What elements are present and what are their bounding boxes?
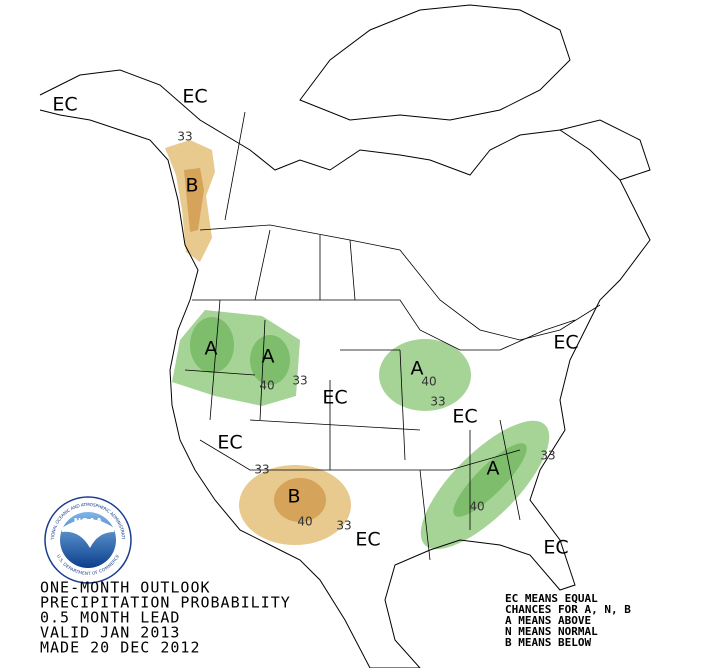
logo-bird xyxy=(62,519,114,548)
contour-label: 40 xyxy=(259,379,274,393)
legend-line: EC MEANS EQUAL xyxy=(505,592,598,605)
coastline xyxy=(559,119,651,181)
legend-line: A MEANS ABOVE xyxy=(505,614,591,627)
border xyxy=(192,229,576,351)
legend-line: CHANCES FOR A, N, B xyxy=(505,603,631,616)
shading xyxy=(165,140,550,550)
region-label: EC xyxy=(52,94,77,116)
coastline xyxy=(39,69,651,668)
region-label: EC xyxy=(217,432,242,454)
contour-label: 40 xyxy=(469,500,484,514)
region-label: EC xyxy=(182,86,207,108)
above-core xyxy=(190,317,234,373)
below-core xyxy=(184,168,204,232)
contour-label: 40 xyxy=(421,375,436,389)
region-label: B xyxy=(185,175,198,197)
contour-label: 33 xyxy=(540,449,555,463)
contour-label: 33 xyxy=(177,130,192,144)
region-label: EC xyxy=(553,332,578,354)
title-line: MADE 20 DEC 2012 xyxy=(40,639,201,657)
legend-line: B MEANS BELOW xyxy=(505,636,591,649)
region-label: A xyxy=(205,338,218,360)
region-label: EC xyxy=(322,387,347,409)
logo-name: NOAA xyxy=(74,518,103,528)
region-label: EC xyxy=(452,406,477,428)
logo-ring-top: NATIONAL OCEANIC AND ATMOSPHERIC ADMINIS… xyxy=(0,0,126,541)
region-label: EC xyxy=(543,537,568,559)
map-labels: EC EC B A A EC A EC EC EC B EC A EC 33 40 33 40 33 33 40 33 33… xyxy=(52,86,578,559)
region-label: A xyxy=(411,358,424,380)
region-label: A xyxy=(487,458,500,480)
arctic-islands xyxy=(299,4,571,121)
title-line: VALID JAN 2013 xyxy=(40,624,180,642)
contour-label: 33 xyxy=(292,374,307,388)
geography xyxy=(39,4,651,668)
border xyxy=(184,299,521,561)
contour-label: 40 xyxy=(297,515,312,529)
logo-ring-text: NATIONAL OCEANIC AND ATMOSPHERIC ADMINIS… xyxy=(0,0,126,541)
region-label: EC xyxy=(355,529,380,551)
noaa-logo: NOAA NATIONAL OCEANIC AND ATMOSPHERIC AD… xyxy=(0,0,132,584)
contour-label: 33 xyxy=(336,519,351,533)
above-core xyxy=(250,335,290,385)
border xyxy=(199,111,601,341)
region-label: B xyxy=(287,486,300,508)
below-core xyxy=(274,478,326,522)
region-label: A xyxy=(262,346,275,368)
contour-label: 33 xyxy=(254,463,269,477)
legend-line: N MEANS NORMAL xyxy=(505,625,598,638)
title-line: ONE-MONTH OUTLOOK xyxy=(40,579,211,597)
title-line: PRECIPITATION PROBABILITY xyxy=(40,594,291,612)
contour-label: 33 xyxy=(430,395,445,409)
title-line: 0.5 MONTH LEAD xyxy=(40,609,180,627)
